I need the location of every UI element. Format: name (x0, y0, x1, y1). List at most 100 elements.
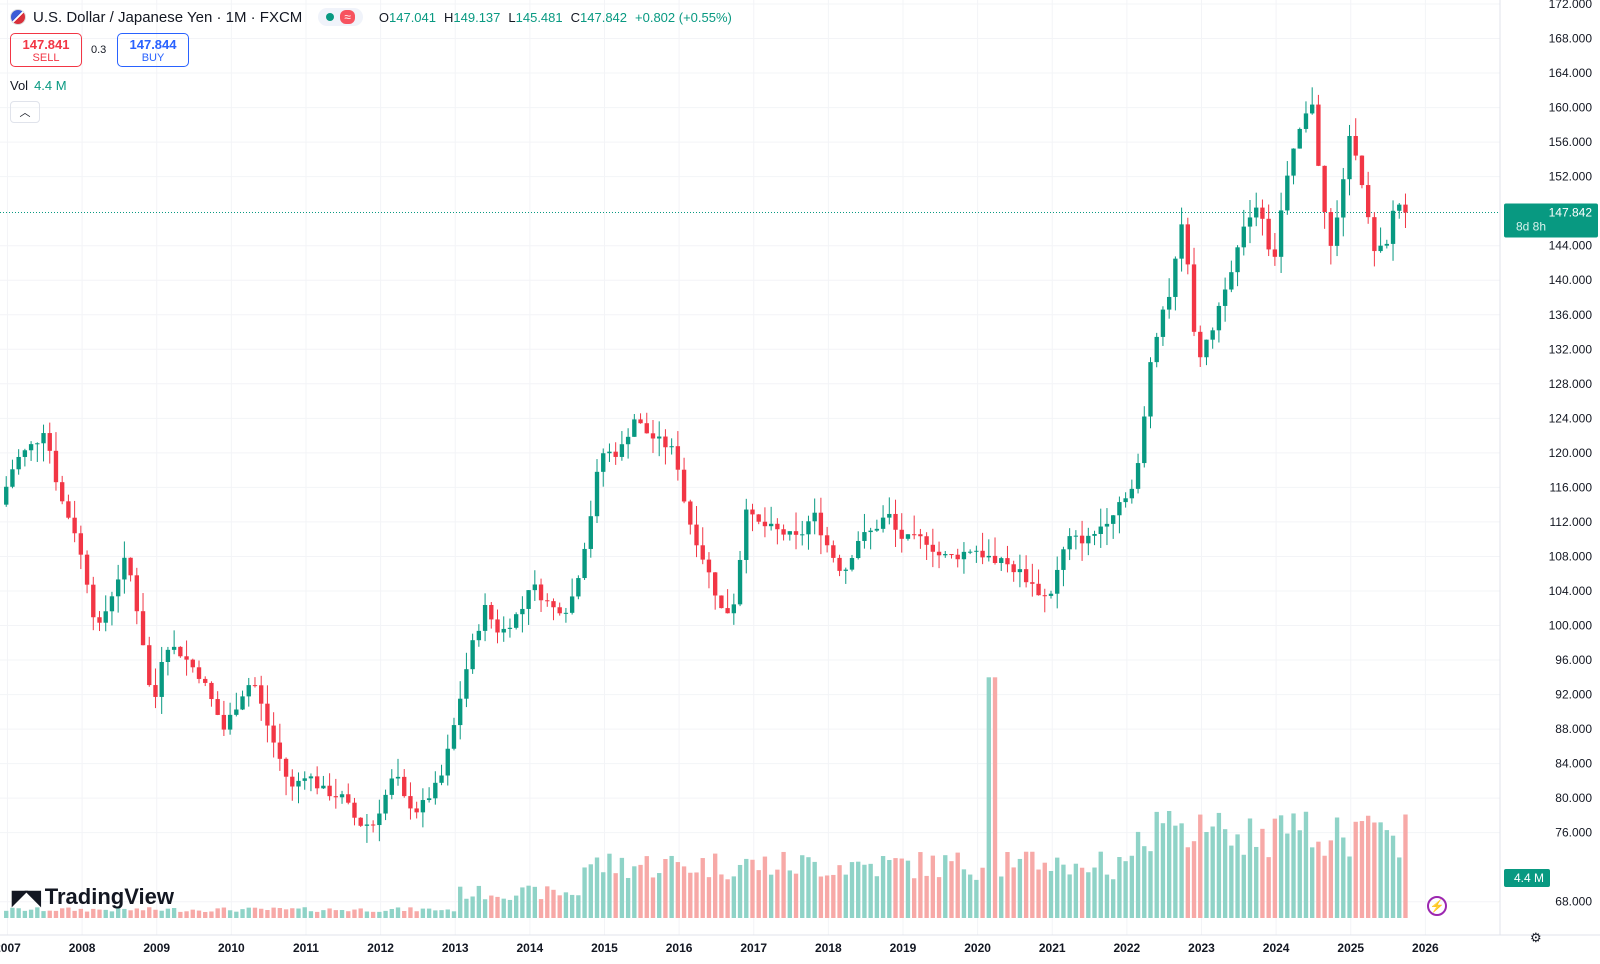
candle-body (899, 529, 904, 539)
candle-body (781, 529, 786, 535)
candle-body (364, 824, 370, 826)
volume-bar (283, 909, 289, 918)
volume-bar (1266, 857, 1271, 918)
volume-bar (346, 911, 351, 918)
candle-body (489, 604, 494, 620)
volume-bar (880, 856, 886, 918)
candle-body (1160, 309, 1166, 337)
collapse-legend-button[interactable]: ︿ (10, 101, 40, 123)
candle-body (153, 685, 158, 697)
volume-bar (694, 872, 699, 918)
volume-bar (1067, 874, 1072, 918)
volume-bar (402, 910, 407, 918)
candle-body (806, 521, 811, 535)
candle-body (234, 709, 239, 715)
volume-bar (912, 878, 917, 918)
volume-bar (290, 908, 295, 918)
volume-bar (165, 908, 171, 918)
candle-body (402, 776, 407, 797)
time-tick-label: 2010 (218, 941, 245, 955)
candle-body (576, 578, 581, 597)
gear-icon[interactable]: ⚙ (1530, 930, 1542, 945)
candle-body (451, 725, 457, 749)
volume-bar (196, 910, 202, 918)
volume-bar (1191, 841, 1197, 918)
volume-bar (302, 907, 307, 918)
candle-body (588, 516, 593, 549)
candle-body (308, 776, 314, 779)
candle-body (1272, 249, 1278, 257)
candle-body (1341, 179, 1346, 218)
volume-bar (1222, 829, 1228, 918)
volume-bar (1353, 821, 1358, 918)
volume-bar (209, 911, 214, 918)
symbol-title[interactable]: U.S. Dollar / Japanese Yen · 1M · FXCM (33, 8, 303, 26)
market-status-pill[interactable]: ≈ (318, 8, 363, 26)
volume-bar (831, 874, 836, 918)
volume-bar (688, 872, 693, 918)
volume-bar (314, 911, 320, 918)
volume-bar (961, 869, 967, 918)
volume-bar (775, 869, 780, 918)
volume-bar (495, 896, 500, 918)
volume-bar (862, 864, 867, 918)
volume-bar (638, 864, 643, 918)
volume-bar (1365, 815, 1371, 918)
candle-body (1123, 498, 1128, 503)
volume-bar (1073, 863, 1079, 918)
candle-body (1328, 212, 1334, 246)
sell-label: SELL (32, 51, 60, 64)
volume-bar (557, 895, 562, 918)
lightning-icon[interactable]: ⚡ (1427, 896, 1447, 916)
volume-bar (482, 899, 488, 918)
candle-body (115, 579, 121, 597)
volume-bar (252, 907, 258, 918)
tradingview-logo[interactable]: ◤◥ TradingView (12, 884, 174, 910)
candle-body (215, 699, 220, 715)
sell-button[interactable]: 147.841 SELL (10, 33, 82, 67)
volume-bar (1142, 846, 1147, 918)
current-price-label: 147.842 (1549, 206, 1593, 220)
candle-body (843, 569, 848, 571)
candle-body (16, 456, 21, 470)
volume-legend[interactable]: Vol 4.4 M (10, 78, 67, 93)
volume-bar (259, 908, 264, 918)
candle-body (482, 604, 488, 631)
price-tick-label: 136.000 (1549, 308, 1593, 322)
candle-body (1397, 204, 1402, 211)
candle-body (1005, 558, 1010, 565)
volume-bar (66, 907, 71, 918)
volume-bar (1216, 812, 1222, 918)
candle-body (538, 584, 544, 601)
volume-bar (1341, 837, 1346, 918)
candle-body (1384, 243, 1389, 246)
volume-bar (1055, 857, 1060, 918)
volume-bar (1017, 858, 1023, 918)
volume-bar (1316, 841, 1321, 918)
candle-body (178, 646, 183, 657)
candle-body (650, 433, 656, 439)
volume-bar (737, 864, 743, 918)
volume-bar (321, 910, 326, 918)
buy-button[interactable]: 147.844 BUY (117, 33, 189, 67)
volume-bar (433, 910, 438, 918)
candle-body (824, 535, 830, 546)
volume-bar (1135, 831, 1141, 918)
candle-body (520, 608, 525, 615)
volume-bar (1285, 833, 1290, 918)
candle-body (731, 604, 737, 614)
volume-bar (1303, 811, 1309, 918)
candle-body (1092, 534, 1097, 536)
candle-body (1260, 207, 1265, 219)
high-value: 149.137 (453, 9, 501, 25)
time-tick-label: 2019 (890, 941, 917, 955)
volume-bar (1328, 840, 1334, 918)
volume-bar (296, 908, 301, 918)
candle-body (775, 523, 780, 530)
volume-bar (712, 853, 718, 918)
volume-bar (215, 908, 220, 918)
buy-price: 147.844 (129, 36, 177, 52)
volume-bar (1390, 835, 1396, 918)
candle-body (955, 554, 960, 560)
